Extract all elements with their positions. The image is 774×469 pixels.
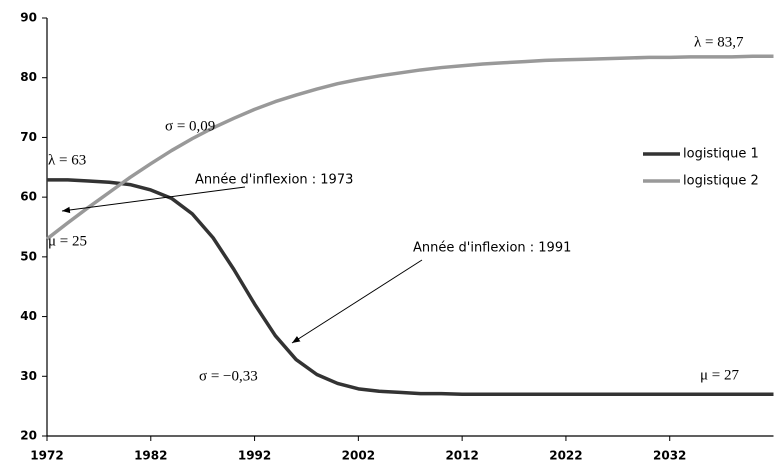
x-tick-label: 2012	[445, 449, 478, 463]
legend-label: logistique 2	[683, 174, 759, 189]
y-tick-label: 60	[20, 190, 37, 204]
annotation: λ = 63	[48, 152, 86, 168]
y-tick-label: 50	[20, 249, 37, 263]
x-tick-label: 1992	[238, 449, 271, 463]
y-tick-label: 40	[20, 309, 37, 323]
x-tick-label: 1972	[30, 449, 63, 463]
y-tick-label: 80	[20, 70, 37, 84]
annotation: μ = 27	[700, 367, 740, 383]
arrow	[61, 186, 246, 214]
series-line	[45, 54, 774, 241]
y-tick-label: 90	[20, 11, 37, 25]
y-tick-label: 70	[20, 130, 37, 144]
x-tick-label: 2022	[549, 449, 582, 463]
annotation: Année d'inflexion : 1973	[195, 173, 353, 188]
annotation: σ = −0,33	[199, 368, 258, 384]
y-tick-label: 20	[20, 429, 37, 443]
annotation: λ = 83,7	[694, 34, 744, 50]
plot-area: 20 30 40 50 60 70 80 90 1972 1982 1992 2002 2012 2022…	[20, 11, 774, 463]
series-line	[47, 178, 774, 396]
annotation: Année d'inflexion : 1991	[413, 241, 571, 256]
arrow	[291, 259, 423, 344]
legend-label: logistique 1	[683, 147, 759, 162]
annotation: σ = 0,09	[165, 118, 215, 134]
x-tick-label: 2002	[342, 449, 375, 463]
annotation: μ = 25	[48, 233, 87, 249]
x-tick-label: 1982	[134, 449, 167, 463]
y-tick-label: 30	[20, 369, 37, 383]
x-tick-label: 2032	[653, 449, 686, 463]
